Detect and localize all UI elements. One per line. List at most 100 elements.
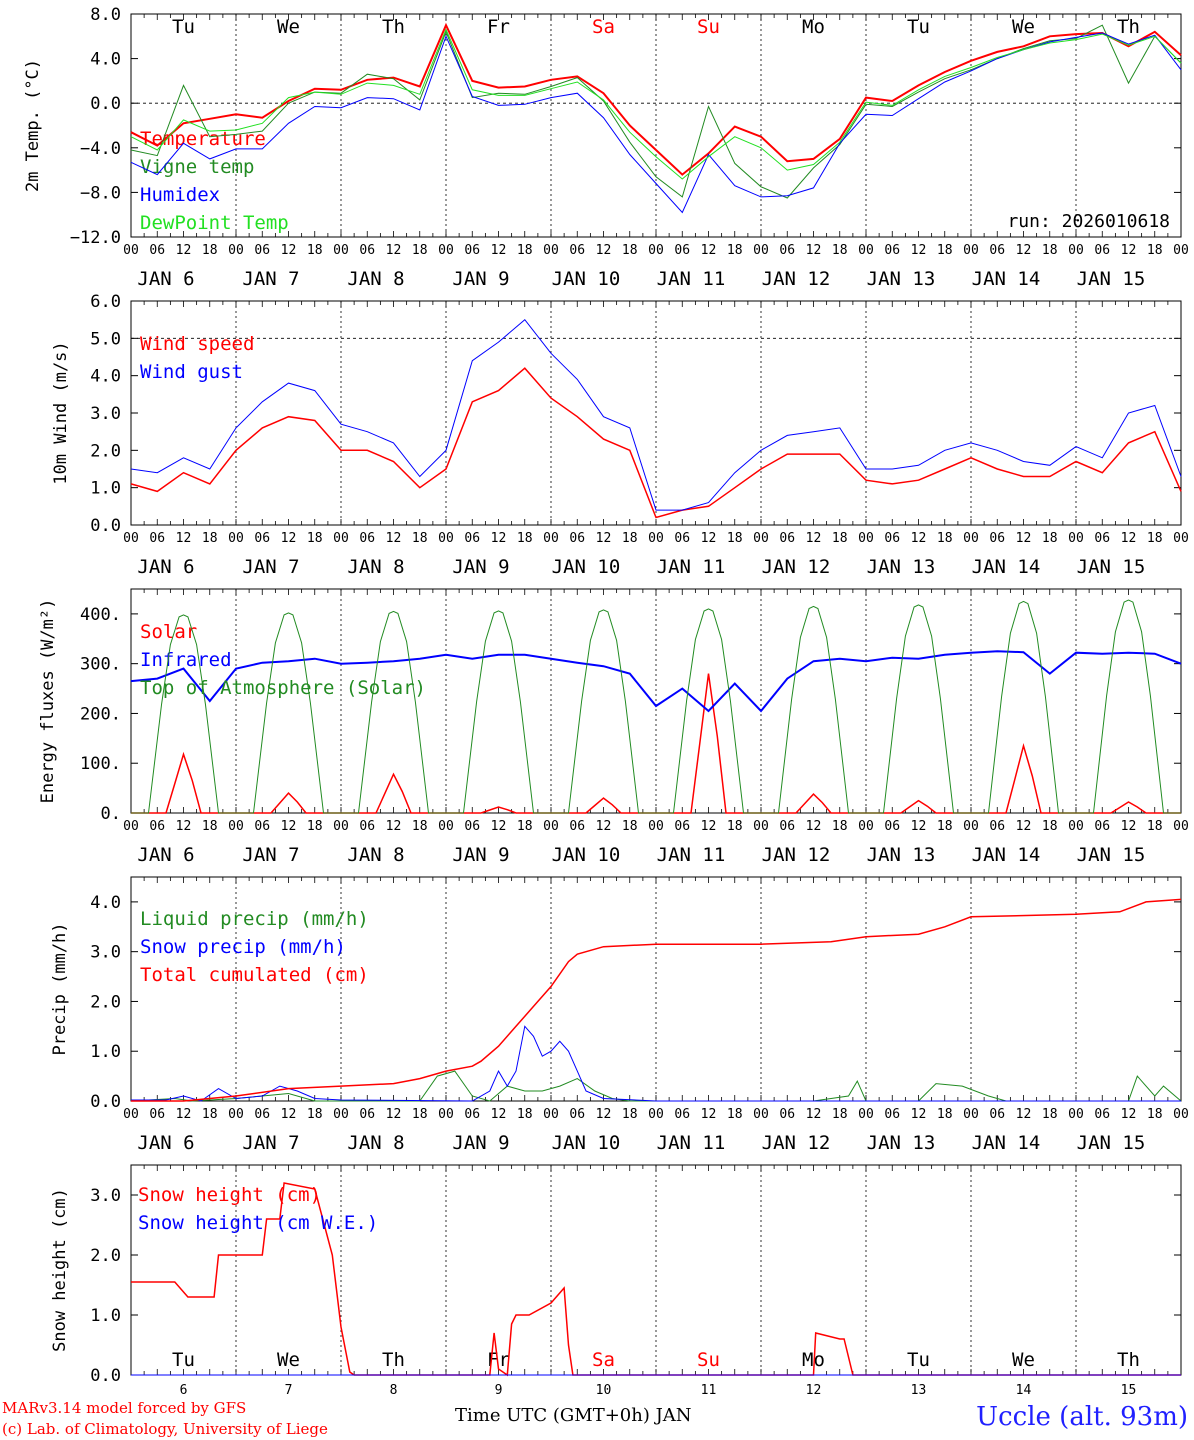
legend-entry: Total cumulated (cm) [140,964,369,986]
hour-tick-label: 18 [202,1107,218,1122]
y-tick-label: 0.0 [90,516,121,536]
day-number: 10 [596,1383,612,1398]
hour-tick-label: 06 [569,531,585,546]
hour-tick-label: 18 [202,819,218,834]
hour-tick-label: 12 [1121,819,1137,834]
hour-tick-label: 00 [438,531,454,546]
series-total-cumulated-cm- [131,898,1182,1102]
weekday-label: Mo [802,16,825,38]
hour-tick-label: 00 [1173,1107,1189,1122]
series-wind-gust [130,318,1182,511]
y-tick-label: 2.0 [90,1246,121,1266]
y-tick-label: 0.0 [90,94,121,114]
hour-tick-label: 12 [911,819,927,834]
hour-tick-label: 18 [727,243,743,258]
weekday-label: Th [382,16,405,38]
hour-tick-label: 12 [386,819,402,834]
hour-tick-label: 00 [228,1107,244,1122]
day-number: 11 [701,1383,717,1398]
hour-tick-label: 12 [596,1107,612,1122]
hour-tick-label: 06 [884,531,900,546]
hour-tick-label: 18 [937,243,953,258]
date-label: JAN 13 [867,556,936,578]
panel-3: 0. 100. 200. 300. 400. Energy fluxes (W/m²) 00… [38,588,1189,866]
series-top-of-atmosphere-solar- [131,599,1181,814]
station-name: Uccle (alt. 93m) [976,1402,1188,1432]
hour-tick-label: 00 [753,819,769,834]
hour-tick-label: 06 [569,1107,585,1122]
hour-tick-label: 12 [701,819,717,834]
hour-tick-label: 00 [543,531,559,546]
y-tick-label: 1.0 [90,1306,121,1326]
lab-credit: (c) Lab. of Climatology, University of L… [2,1420,328,1438]
hour-tick-label: 06 [359,243,375,258]
weekday-label: Th [1117,1349,1140,1371]
hour-tick-label: 06 [989,819,1005,834]
date-label: JAN 11 [657,556,726,578]
hour-tick-label: 00 [228,819,244,834]
hour-tick-label: 12 [386,1107,402,1122]
hour-tick-label: 00 [1173,819,1189,834]
hour-tick-label: 12 [386,243,402,258]
hour-tick-label: 06 [779,531,795,546]
y-axis-title: Energy fluxes (W/m²) [38,599,58,804]
series-wind-speed [130,367,1182,519]
y-tick-label: 2.0 [90,992,121,1012]
hour-tick-label: 06 [464,819,480,834]
hour-tick-label: 06 [149,819,165,834]
hour-tick-label: 12 [491,819,507,834]
hour-tick-label: 18 [412,819,428,834]
y-tick-label: −12.0 [70,228,121,248]
hour-tick-label: 00 [648,1107,664,1122]
hour-tick-label: 12 [806,531,822,546]
hour-tick-label: 00 [1068,243,1084,258]
hour-tick-label: 18 [937,531,953,546]
hour-tick-label: 12 [386,531,402,546]
hour-tick-label: 06 [464,531,480,546]
hour-tick-label: 18 [307,819,323,834]
day-number: 15 [1121,1383,1137,1398]
hour-tick-label: 06 [464,1107,480,1122]
hour-tick-label: 18 [517,819,533,834]
hour-tick-label: 18 [1042,819,1058,834]
hour-tick-label: 18 [832,819,848,834]
date-label: JAN 7 [242,268,299,290]
series-temperature [130,22,1182,176]
hour-tick-label: 12 [596,819,612,834]
hour-tick-label: 12 [491,531,507,546]
hour-tick-label: 00 [648,243,664,258]
date-label: JAN 14 [972,844,1041,866]
hour-tick-label: 18 [622,243,638,258]
hour-tick-label: 18 [1147,1107,1163,1122]
weekday-label: Sa [592,16,615,38]
date-label: JAN 13 [867,844,936,866]
hour-tick-label: 12 [911,531,927,546]
hour-tick-label: 00 [438,243,454,258]
date-label: JAN 8 [347,268,404,290]
date-label: JAN 11 [657,844,726,866]
hour-tick-label: 06 [149,531,165,546]
hour-tick-label: 06 [884,819,900,834]
y-tick-label: 3.0 [90,404,121,424]
y-tick-label: 4.0 [90,50,121,70]
hour-tick-label: 18 [202,531,218,546]
hour-tick-label: 18 [727,1107,743,1122]
date-label: JAN 13 [867,1132,936,1154]
y-tick-label: 6.0 [90,292,121,312]
series-liquid-precip-mm-h- [130,1070,1182,1102]
date-label: JAN 10 [552,268,621,290]
day-number: 7 [285,1383,293,1398]
y-axis-title: 2m Temp. (°C) [23,59,43,192]
date-label: JAN 10 [552,1132,621,1154]
hour-tick-label: 00 [1173,531,1189,546]
hour-tick-label: 00 [438,1107,454,1122]
hour-tick-label: 00 [963,1107,979,1122]
date-label: JAN 14 [972,1132,1041,1154]
hour-tick-label: 12 [911,243,927,258]
hour-tick-label: 12 [1016,243,1032,258]
hour-tick-label: 18 [727,819,743,834]
series-vigne-temp [130,24,1182,199]
y-tick-label: −8.0 [80,183,121,203]
y-axis-title: 10m Wind (m/s) [51,341,71,484]
